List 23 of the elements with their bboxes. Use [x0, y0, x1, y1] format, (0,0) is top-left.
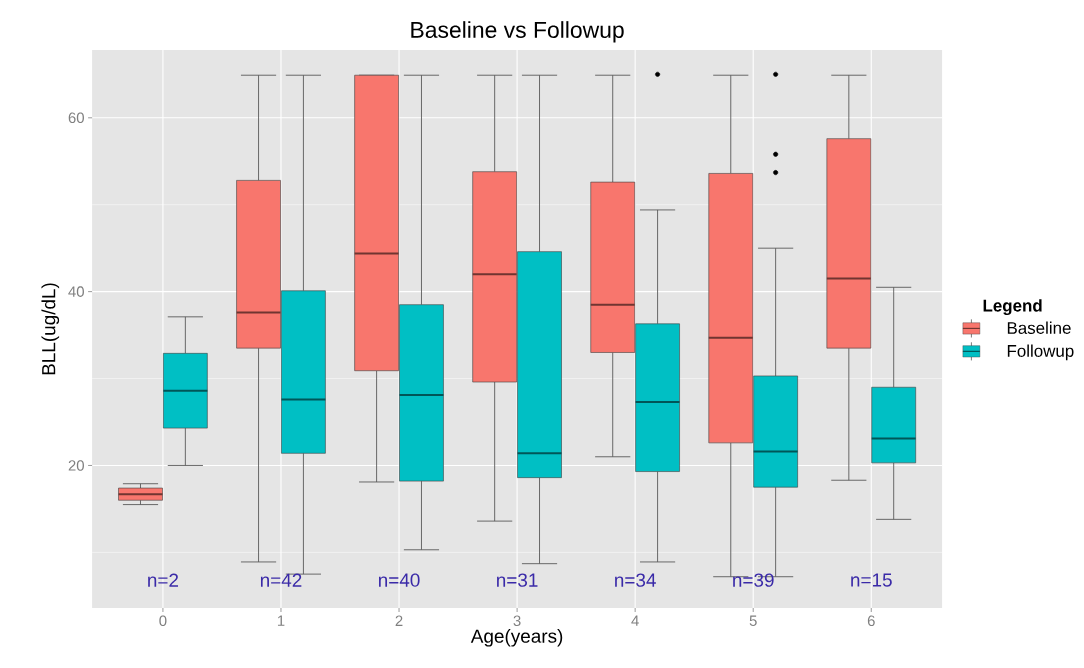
x-tick-label: 0: [159, 615, 167, 627]
annotation: n=42: [260, 573, 302, 587]
annotation: n=15: [851, 573, 892, 587]
legend-title: Legend: [983, 299, 1042, 316]
legend-label: Followup: [1007, 344, 1074, 361]
y-tick-label: 40: [68, 286, 84, 297]
annotation: n=40: [378, 573, 420, 587]
x-tick-label: 2: [395, 615, 403, 626]
chart-title: Baseline vs Followup: [411, 21, 624, 43]
x-tick-label: 4: [631, 615, 639, 626]
x-axis-title: Age(years): [470, 628, 563, 647]
x-tick-label: 1: [277, 615, 285, 626]
annotation: n=31: [497, 573, 538, 587]
y-tick-label: 20: [68, 460, 84, 471]
x-tick-label: 5: [749, 615, 757, 626]
annotation: n=39: [733, 573, 774, 587]
annotation: n=34: [615, 573, 656, 587]
y-axis-title: BLL(ug/dL): [41, 283, 60, 375]
y-tick-label: 60: [68, 112, 84, 124]
legend-label: Baseline: [1007, 321, 1071, 334]
x-tick-label: 3: [513, 615, 521, 627]
x-tick-label: 6: [867, 615, 875, 627]
annotation: n=2: [148, 573, 179, 587]
